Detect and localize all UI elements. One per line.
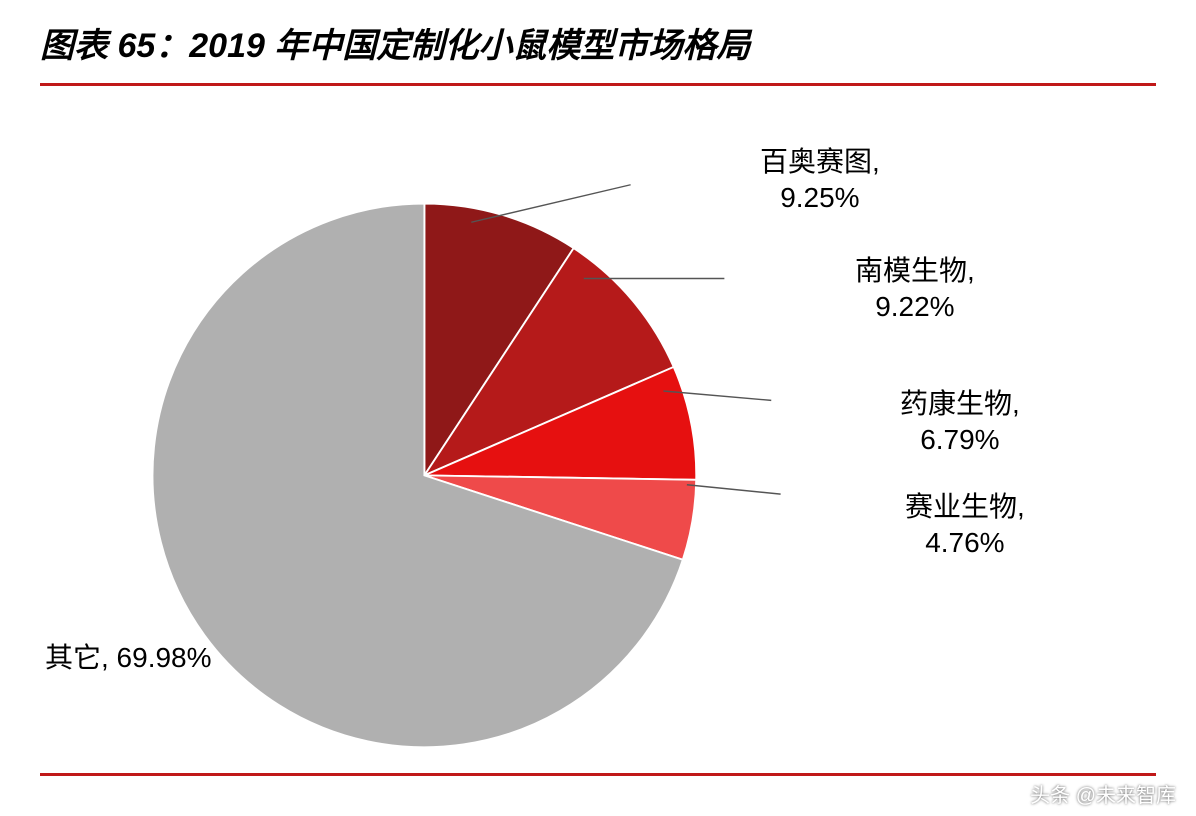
- label-yaokang: 药康生物, 6.79%: [900, 386, 1020, 459]
- chart-title: 图表 65：2019 年中国定制化小鼠模型市场格局: [40, 18, 1156, 67]
- leader-line: [471, 185, 630, 223]
- label-other: 其它, 69.98%: [45, 636, 212, 676]
- watermark: 头条 @未来智库: [1030, 779, 1176, 808]
- chart-area: 百奥赛图, 9.25% 南模生物, 9.22% 药康生物, 6.79% 赛业生物…: [0, 86, 1196, 766]
- pie-chart: [110, 166, 870, 766]
- title-bar: 图表 65：2019 年中国定制化小鼠模型市场格局: [0, 0, 1196, 77]
- label-baiaosai: 百奥赛图, 9.25%: [760, 144, 880, 217]
- label-nanmo: 南模生物, 9.22%: [855, 253, 975, 326]
- bottom-line: [40, 773, 1156, 776]
- label-saiye: 赛业生物, 4.76%: [905, 489, 1025, 562]
- leader-line: [687, 485, 781, 494]
